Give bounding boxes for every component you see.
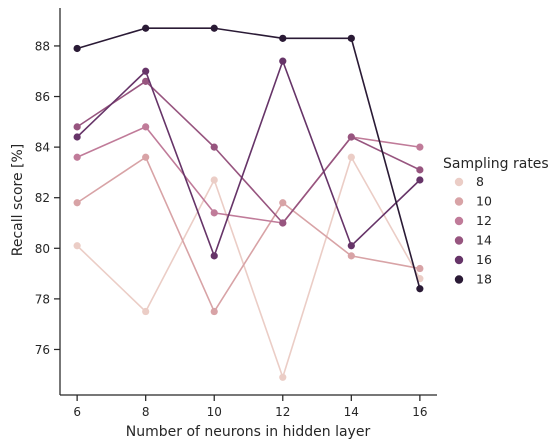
x-tick-label: 16	[412, 405, 427, 419]
data-point	[347, 252, 355, 260]
series-line	[76, 156, 421, 379]
data-point	[279, 34, 287, 42]
legend-marker	[454, 236, 464, 245]
data-point	[279, 199, 287, 207]
series-18	[73, 24, 424, 293]
legend-marker	[454, 197, 464, 206]
data-point	[416, 176, 424, 184]
series-14	[73, 77, 424, 227]
data-point	[73, 242, 81, 250]
y-tick-label: 88	[35, 39, 50, 53]
data-point	[142, 67, 150, 75]
data-point	[279, 57, 287, 65]
legend-label: 14	[476, 233, 492, 248]
series-8	[73, 153, 424, 381]
y-tick-label: 80	[35, 242, 50, 256]
y-axis-title: Recall score [%]	[10, 144, 26, 257]
data-point	[347, 133, 355, 141]
y-tick-label: 82	[35, 191, 50, 205]
x-tick-label: 8	[142, 405, 150, 419]
data-point	[73, 199, 81, 207]
data-point	[416, 285, 424, 293]
y-tick-label: 86	[35, 90, 50, 104]
series-line	[76, 60, 421, 257]
legend-marker	[454, 216, 464, 226]
x-tick-label: 10	[207, 405, 222, 419]
data-point	[142, 123, 150, 131]
series-line	[76, 27, 421, 289]
legend-label: 12	[476, 213, 492, 228]
x-tick-label: 6	[73, 405, 81, 419]
data-point	[347, 242, 355, 250]
legend-label: 18	[476, 272, 492, 287]
legend-marker	[454, 275, 464, 284]
series-12	[73, 123, 424, 227]
x-tick-label: 12	[275, 405, 290, 419]
series-16	[73, 57, 424, 260]
data-point	[210, 252, 218, 260]
data-point	[416, 264, 424, 273]
y-tick-label: 76	[35, 343, 50, 357]
series-line	[76, 126, 420, 224]
data-point	[279, 219, 287, 227]
legend-label: 10	[476, 194, 492, 209]
data-point	[210, 143, 218, 151]
y-tick-label: 78	[35, 292, 50, 306]
data-point	[347, 153, 355, 161]
data-point	[210, 176, 218, 184]
legend-title: Sampling rates	[443, 156, 549, 172]
series-10	[73, 153, 424, 316]
y-tick-label: 84	[35, 141, 50, 155]
data-point	[73, 153, 81, 161]
data-point	[210, 307, 218, 316]
series-line	[76, 80, 421, 224]
data-point	[73, 123, 81, 131]
data-point	[347, 34, 355, 42]
data-point	[142, 307, 150, 316]
legend-marker	[454, 255, 464, 265]
data-point	[142, 24, 150, 32]
data-point	[142, 153, 150, 161]
data-point	[73, 133, 81, 141]
legend-label: 8	[476, 174, 484, 189]
axes: 6 8 10 12 14 16 76 78 80 82 84 86 88	[35, 8, 437, 419]
legend-marker	[454, 177, 464, 187]
data-point	[416, 143, 424, 151]
data-point	[210, 209, 218, 217]
data-point	[142, 77, 150, 85]
legend: Sampling rates 8 10 12 14 16 18	[443, 156, 549, 287]
legend-label: 16	[476, 252, 492, 267]
data-point	[279, 373, 287, 381]
x-axis-title: Number of neurons in hidden layer	[126, 424, 371, 440]
series-line	[76, 156, 421, 313]
data-point	[210, 24, 218, 32]
x-tick-label: 14	[344, 405, 359, 419]
data-point	[416, 166, 424, 174]
plot-area	[73, 24, 424, 381]
data-point	[73, 44, 81, 53]
